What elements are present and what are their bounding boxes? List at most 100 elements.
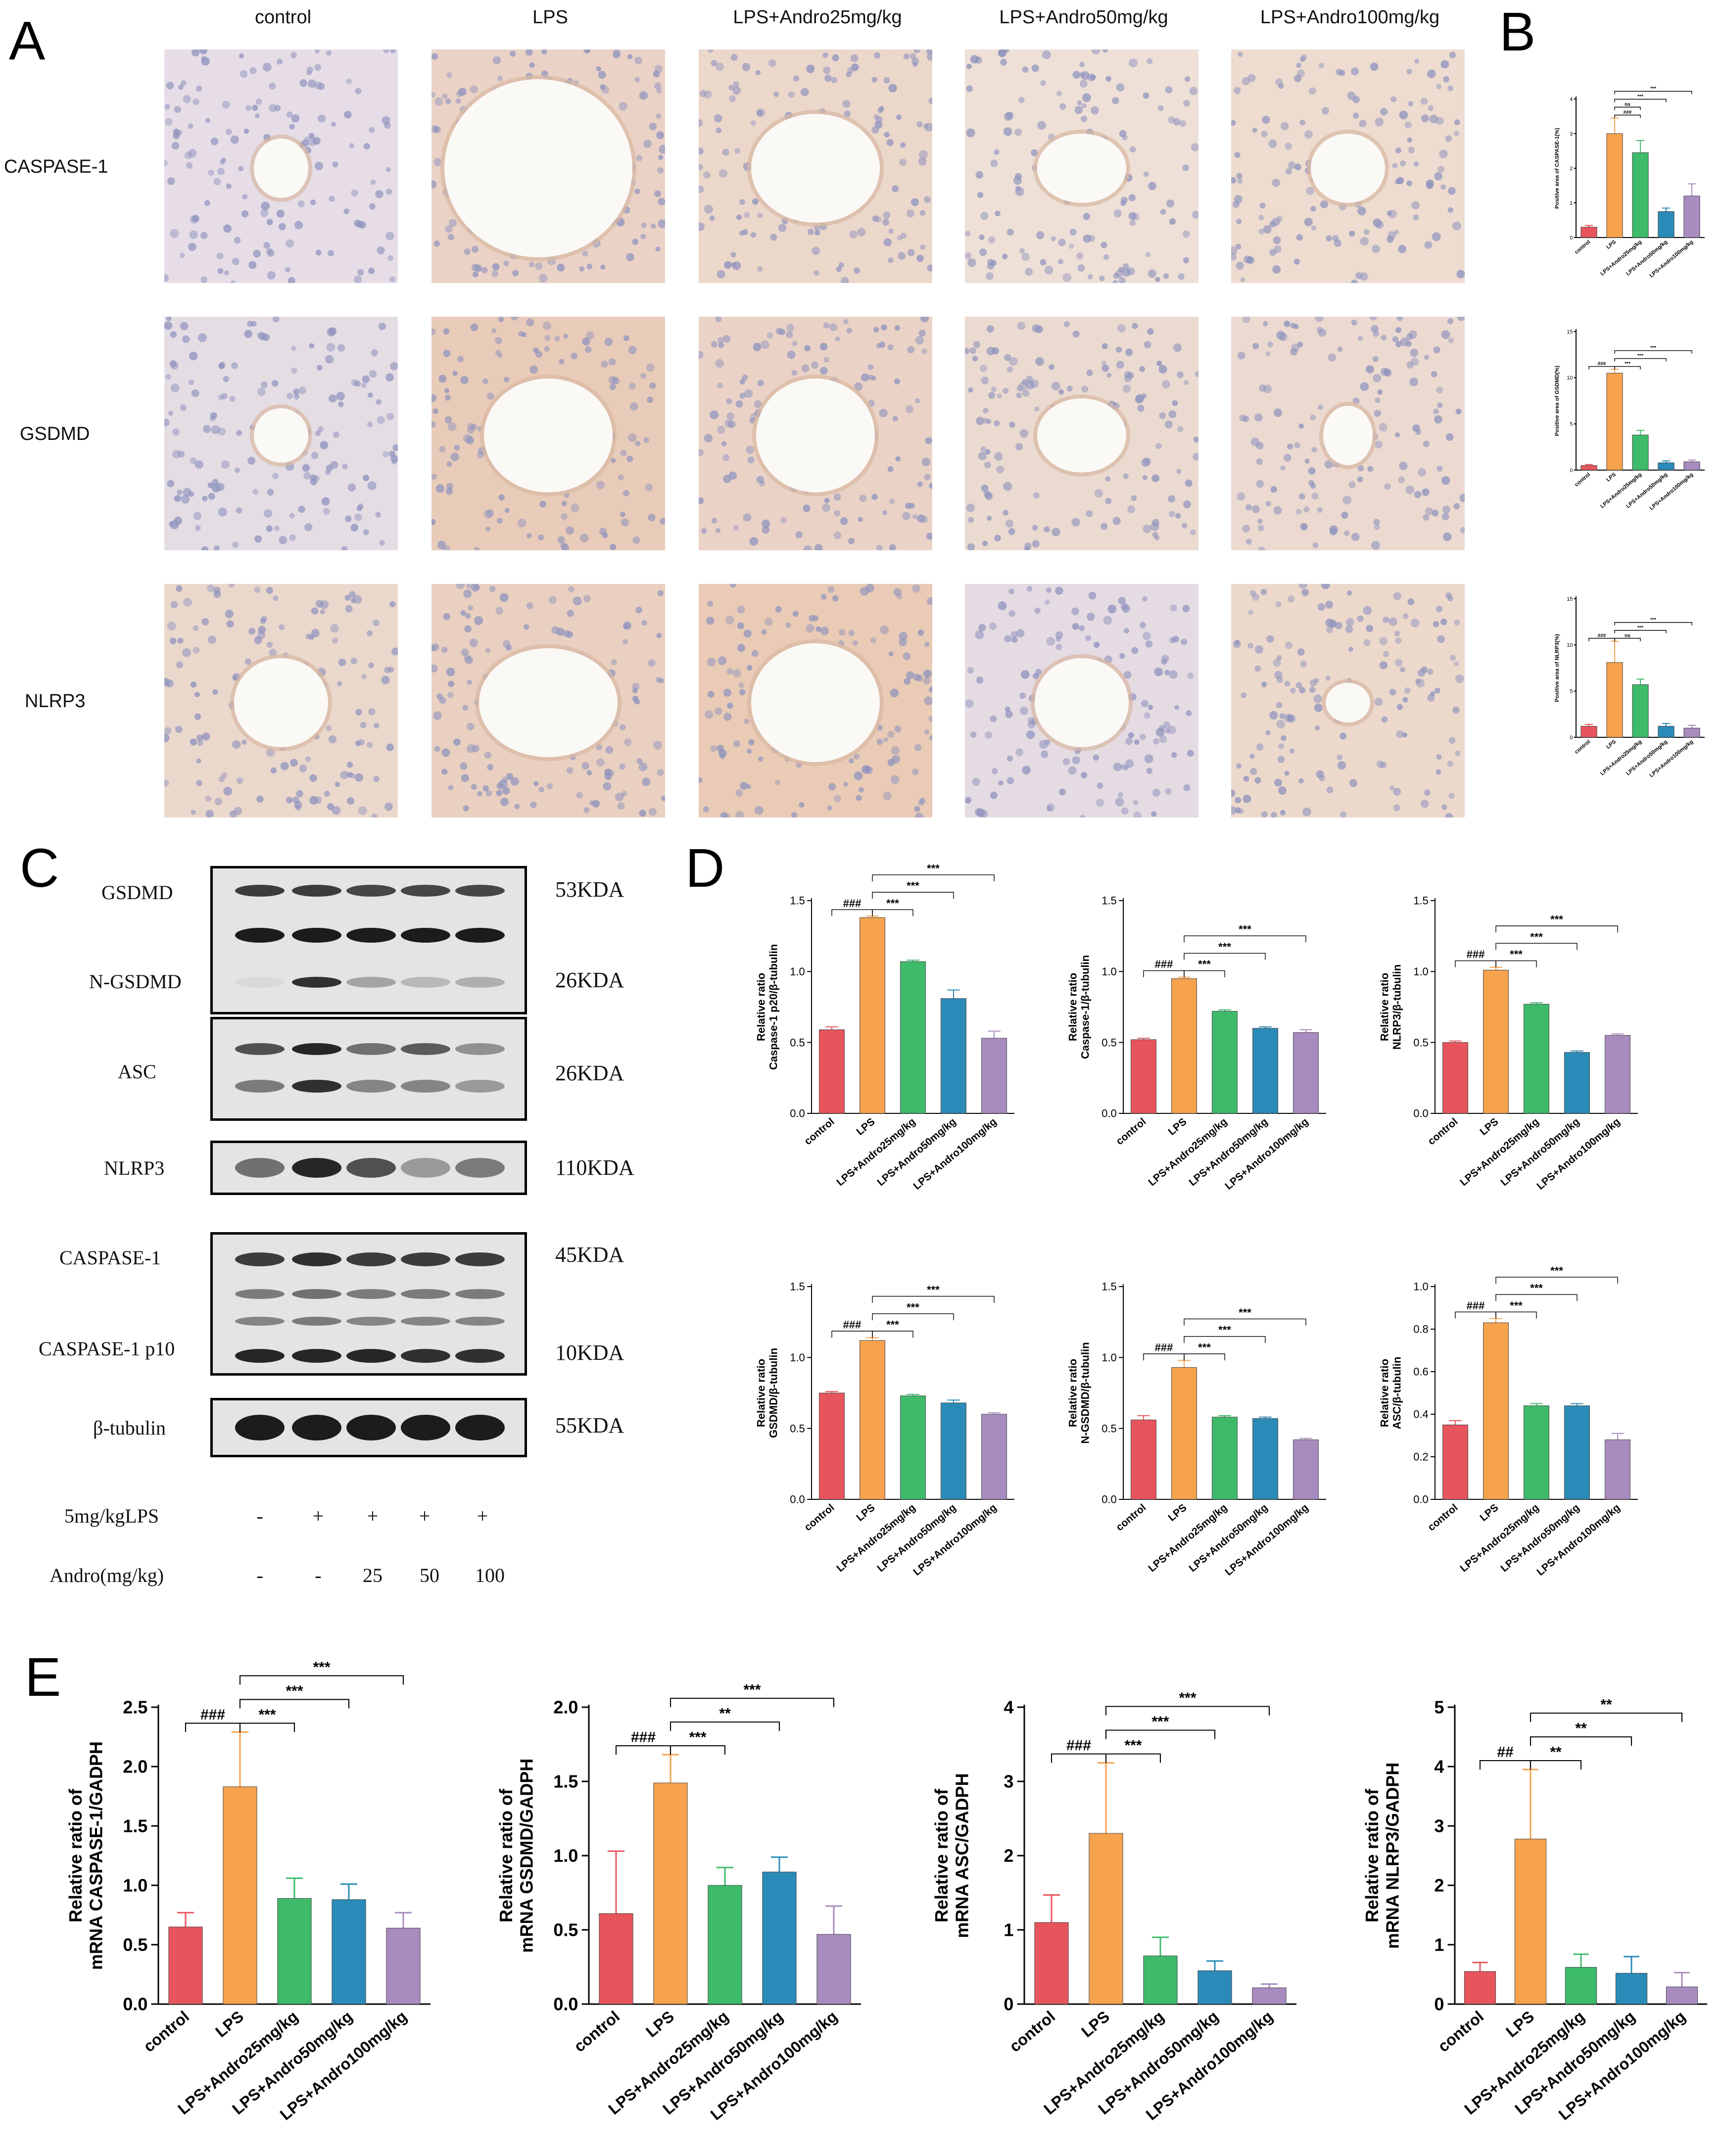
significance-label: *** [1218,1324,1231,1336]
chart-svg: 0.0 0.5 1.0 1.5 Relative ratioCaspase-1/β-tu… [1066,895,1326,1192]
condition-label-lps: 5mg/kgLPS [64,1505,159,1527]
condition-label-andro: Andro(mg/kg) [49,1564,164,1586]
significance-bracket [872,1313,954,1320]
x-tick-label: control [140,2008,192,2056]
bar [1483,1322,1509,1500]
chart-svg: 0 1 2 3 4 5 Relative ratio ofmRNA NLRP3/GADPH c… [1362,1697,1707,2124]
significance-label: *** [1637,353,1643,359]
y-axis-label: Relative ratioCaspase-1/β-tubulin [1066,955,1091,1059]
bar [1293,1032,1319,1114]
y-axis-label: Relative ratioN-GSDMD/β-tubulin [1066,1342,1091,1443]
panel-letter-a: A [9,10,46,71]
significance-bracket [1105,1729,1216,1739]
y-tick-label: 0 [1570,735,1573,741]
significance-label: ns [1625,633,1630,638]
ihc-row-label: NLRP3 [25,691,86,712]
significance-label: ### [1155,1341,1173,1353]
y-tick-label: 3 [1004,1772,1013,1792]
bar [1089,1833,1123,2005]
bar [941,998,966,1114]
significance-bracket [1530,1736,1632,1746]
y-tick-label: 0.4 [1413,1408,1429,1421]
significance-bracket [670,1697,835,1707]
x-tick-label: LPS [642,2008,677,2041]
chart-d1: 0.0 0.5 1.0 1.5 Relative ratioCaspase-1 p20/… [722,861,1024,1222]
ihc-micrograph [1231,49,1465,283]
bar [1580,465,1597,471]
x-tick-label: control [1006,2008,1058,2056]
y-axis-label: Relative ratioCaspase-1 p20/β-tubulin [755,944,779,1070]
significance-label: ### [200,1707,225,1723]
x-tick-label: control [1574,239,1591,255]
significance-bracket [1614,622,1692,625]
bar [168,1926,203,2005]
x-tick-label: LPS+Andro50mg/kg [875,1116,958,1188]
bar [599,1913,633,2005]
chart-svg: 0.0 0.2 0.4 0.6 0.8 1.0 Relative ratioASC/β-tu… [1378,1264,1638,1578]
significance-bracket [1614,91,1692,95]
significance-bracket [185,1723,241,1732]
y-tick-label: 0.5 [790,1422,805,1435]
x-tick-label: LPS+Andro25mg/kg [834,1502,917,1574]
significance-label: *** [1650,617,1656,623]
x-tick-label: LPS+Andro25mg/kg [1458,1116,1541,1188]
y-tick-label: 0.0 [1101,1107,1117,1120]
x-tick-label: LPS [1605,472,1617,483]
chart-svg: 0.0 0.5 1.0 1.5 Relative ratioNLRP3/β-tubuli… [1378,895,1638,1192]
x-tick-label: LPS [1502,2008,1537,2041]
significance-bracket [1614,114,1641,118]
significance-label: *** [1239,923,1251,936]
chart-d2: 0.0 0.5 1.0 1.5 Relative ratioCaspase-1/β-tu… [1034,861,1336,1222]
bar [1131,1039,1156,1114]
blot-gsdmd [210,866,527,1014]
bar [1171,1367,1197,1500]
x-tick-label: LPS [1478,1502,1500,1524]
significance-label: *** [258,1707,276,1723]
bar [1580,227,1597,238]
bar [1131,1419,1156,1500]
chart-d3: 0.0 0.5 1.0 1.5 Relative ratioNLRP3/β-tubuli… [1346,861,1648,1222]
significance-bracket [1495,960,1537,967]
bar [1143,1956,1178,2005]
bar [1580,726,1597,738]
significance-label: ### [1598,361,1606,367]
significance-label: *** [1550,1264,1563,1277]
significance-bracket [1614,366,1641,370]
ihc-row-label: CASPASE-1 [4,156,108,177]
x-tick-label: control [802,1502,836,1533]
significance-label: *** [886,897,899,910]
y-tick-label: 0.5 [1413,1036,1429,1049]
y-tick-label: 1.0 [1101,1351,1117,1364]
bar [860,917,885,1114]
wb-label: N-GSDMD [89,970,182,993]
y-tick-label: 1.5 [1413,895,1429,907]
wb-size: 45KDA [555,1243,624,1267]
bar [1683,727,1700,738]
significance-label: *** [1637,94,1643,99]
bar [1615,1973,1648,2005]
x-tick-label: LPS [1166,1502,1189,1524]
significance-label: *** [1124,1737,1142,1754]
significance-bracket [1614,106,1641,110]
y-tick-label: 2.5 [123,1697,147,1718]
bar [1212,1417,1238,1500]
ihc-micrograph [699,584,932,817]
bar [277,1898,312,2005]
bar [816,1934,851,2005]
x-tick-label: LPS [1166,1116,1189,1138]
bar [1293,1439,1319,1500]
bar [1683,195,1700,238]
significance-bracket [872,909,913,916]
bar [1464,1971,1496,2005]
wb-size: 10KDA [555,1341,624,1365]
bar [1034,1922,1069,2005]
y-tick-label: 1.5 [553,1772,578,1792]
significance-bracket [1614,630,1667,633]
y-tick-label: 1.5 [790,1281,805,1293]
y-axis-label: Relative ratio ofmRNA NLRP3/GADPH [1362,1763,1402,1949]
x-tick-label: LPS+Andro50mg/kg [1498,1502,1581,1574]
condition-value: + [477,1505,488,1527]
ihc-micrograph [431,49,665,283]
significance-label: ** [719,1706,731,1722]
x-tick-label: control [1426,1502,1460,1533]
